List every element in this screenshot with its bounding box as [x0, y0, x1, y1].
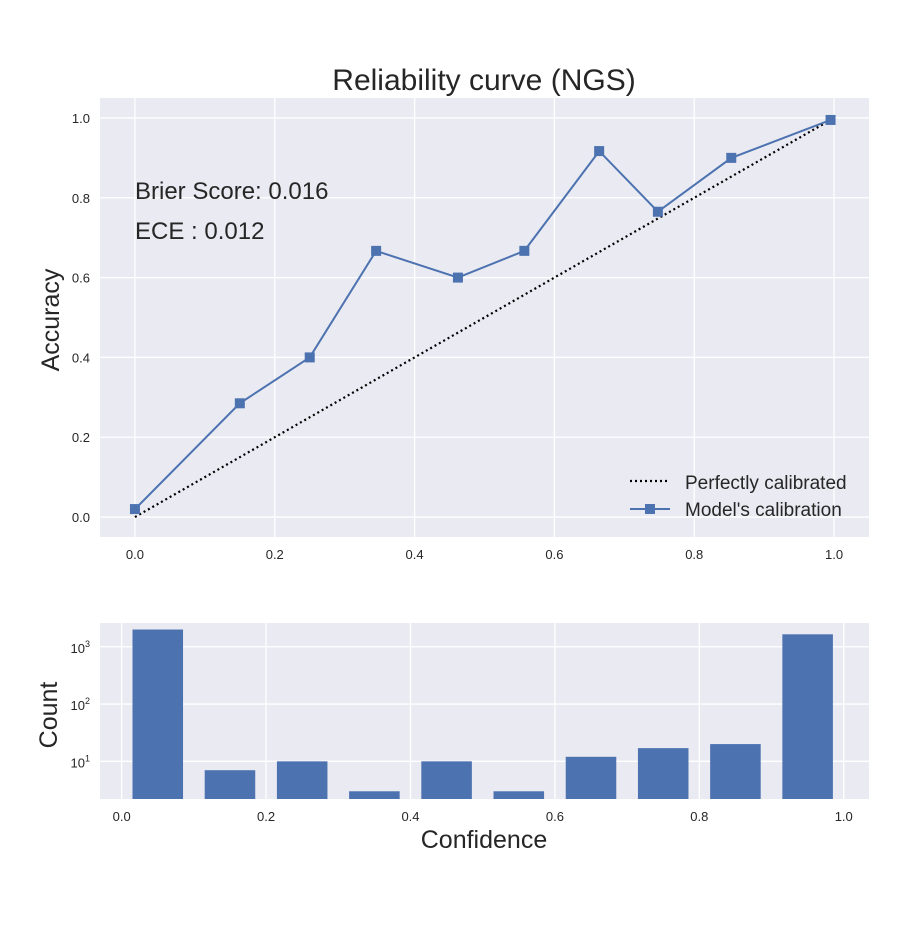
x-tick-label: 1.0: [825, 547, 843, 562]
histogram-bar: [276, 761, 328, 799]
x-tick-label: 0.2: [257, 809, 275, 824]
y-tick-label: 0.6: [72, 271, 90, 286]
x-tick-label: 0.6: [545, 547, 563, 562]
y-tick-label: 102: [71, 696, 90, 713]
x-tick-label: 0.8: [690, 809, 708, 824]
histogram-bar: [565, 756, 617, 799]
y-tick-label: 101: [71, 753, 90, 770]
reliability-grid: [100, 98, 869, 537]
reliability-tick-labels: 0.0 0.2 0.4 0.6 0.8 1.0 0.0 0.2 0.4 0.6 0.8 1.0: [72, 111, 843, 562]
y-axis-label-accuracy: Accuracy: [37, 268, 65, 371]
model-calibration-point: [129, 504, 140, 515]
histogram-bars: [132, 629, 833, 799]
y-tick-label: 103: [71, 639, 90, 656]
legend-models-calibration: Model's calibration: [685, 500, 842, 521]
reliability-series: [129, 114, 836, 519]
y-axis-label-count: Count: [35, 682, 63, 749]
x-tick-label: 0.0: [126, 547, 144, 562]
y-tick-label: 0.0: [72, 510, 90, 525]
y-tick-label: 0.2: [72, 430, 90, 445]
model-calibration-line: [134, 119, 831, 510]
model-calibration-point: [452, 272, 463, 283]
histogram-plot: 0.0 0.2 0.4 0.6 0.8 1.0 101 102 103 Count Confid…: [35, 623, 869, 854]
y-tick-label: 0.4: [72, 350, 90, 365]
model-calibration-point: [304, 352, 315, 363]
x-tick-label: 0.8: [685, 547, 703, 562]
histogram-bar: [132, 629, 184, 799]
histogram-tick-labels: 0.0 0.2 0.4 0.6 0.8 1.0 101 102 103: [71, 639, 853, 824]
model-calibration-point: [371, 245, 382, 256]
x-tick-label: 0.6: [546, 809, 564, 824]
reliability-plot: 0.0 0.2 0.4 0.6 0.8 1.0 0.0 0.2 0.4 0.6 0.8 1.0 Rel…: [37, 64, 869, 562]
histogram-bar: [637, 748, 689, 799]
histogram-bar: [349, 791, 400, 799]
model-calibration-point: [726, 152, 737, 163]
y-tick-label: 0.8: [72, 191, 90, 206]
model-calibration-point: [594, 146, 605, 157]
x-tick-label: 0.4: [406, 547, 424, 562]
histogram-bar: [493, 791, 545, 799]
histogram-bar: [782, 634, 833, 799]
histogram-bar: [421, 761, 472, 799]
histogram-bar: [710, 744, 761, 799]
x-tick-label: 0.2: [266, 547, 284, 562]
ece-annotation: ECE : 0.012: [135, 218, 264, 245]
brier-score-annotation: Brier Score: 0.016: [135, 178, 328, 205]
legend: Perfectly calibrated Model's calibration: [630, 473, 847, 521]
y-tick-label: 1.0: [72, 111, 90, 126]
model-calibration-point: [234, 398, 245, 409]
model-calibration-point: [652, 206, 663, 217]
legend-model-marker: [645, 504, 655, 514]
x-axis-label-confidence: Confidence: [421, 826, 547, 854]
model-calibration-point: [825, 114, 836, 125]
perfectly-calibrated-line: [134, 116, 835, 519]
chart-title: Reliability curve (NGS): [332, 64, 635, 97]
reliability-plot-background: [100, 98, 869, 537]
x-tick-label: 1.0: [835, 809, 853, 824]
histogram-bar: [204, 770, 256, 799]
legend-perfectly-calibrated: Perfectly calibrated: [685, 473, 847, 494]
x-tick-label: 0.0: [113, 809, 131, 824]
x-tick-label: 0.4: [401, 809, 419, 824]
model-calibration-point: [519, 245, 530, 256]
